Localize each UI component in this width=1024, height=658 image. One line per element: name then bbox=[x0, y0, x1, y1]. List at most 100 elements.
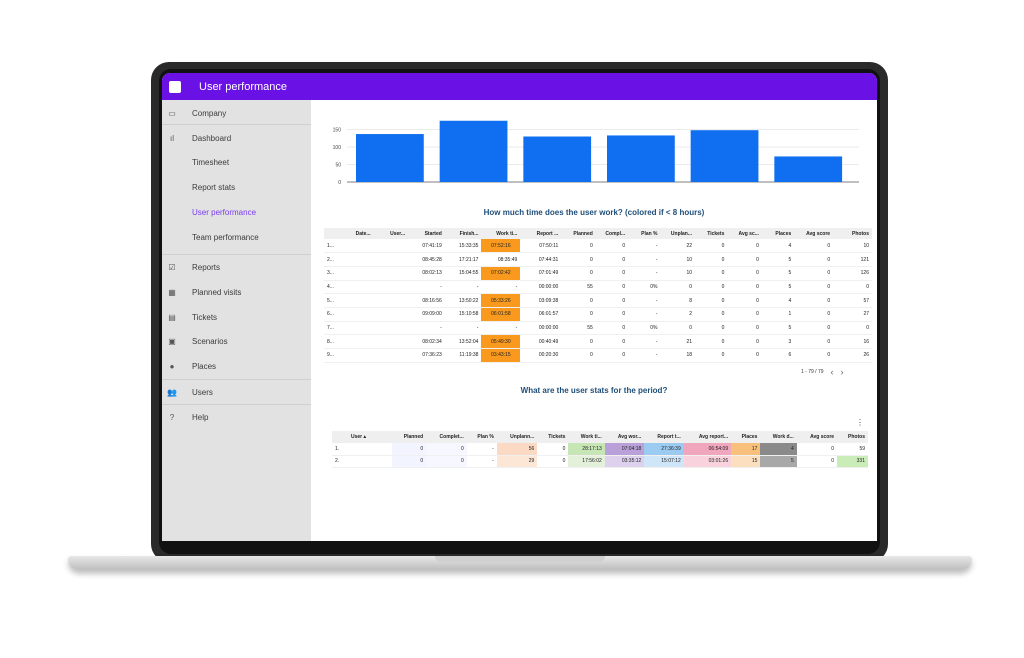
column-header[interactable]: User... bbox=[373, 228, 409, 239]
sidebar-item-dashboard[interactable]: ıl Dashboard bbox=[162, 126, 311, 150]
table-row[interactable]: 9... 07:36:23 11:19:38 03:43:15 00:20:30 0 0-1… bbox=[324, 348, 872, 363]
table-cell: 10 bbox=[660, 252, 696, 267]
sidebar-item-label: Planned visits bbox=[192, 287, 242, 297]
column-header[interactable]: Started bbox=[408, 228, 445, 239]
table-row[interactable]: 5... 08:16:56 13:50:22 05:33:26 03:09:38 0 0-8… bbox=[324, 293, 872, 308]
row-index-header bbox=[332, 431, 348, 443]
column-header[interactable]: Avg score bbox=[794, 228, 834, 239]
table-cell: 0 bbox=[595, 252, 629, 267]
column-header[interactable]: Places bbox=[731, 431, 761, 443]
pager-range: 1 - 79 / 79 bbox=[801, 369, 824, 375]
sidebar-item-tickets[interactable]: ▤ Tickets bbox=[162, 305, 311, 329]
column-header[interactable]: Compl... bbox=[595, 228, 629, 239]
bar-1[interactable] bbox=[356, 134, 424, 182]
column-header[interactable]: Photos bbox=[837, 431, 868, 443]
column-header[interactable]: Work ti... bbox=[481, 228, 521, 239]
table-cell bbox=[373, 293, 409, 308]
table-cell bbox=[339, 252, 374, 267]
column-header[interactable]: Tickets bbox=[695, 228, 728, 239]
table-cell: 0 bbox=[727, 266, 762, 281]
sidebar-item-user-performance[interactable]: User performance bbox=[162, 200, 311, 224]
table-cell: 57 bbox=[833, 293, 872, 308]
table-cell: 00:40:49 bbox=[520, 334, 562, 349]
column-header[interactable]: Plan % bbox=[628, 228, 661, 239]
app-logo-icon[interactable] bbox=[169, 80, 181, 93]
table-cell: 0 bbox=[727, 307, 762, 322]
table-cell: 05:49:30 bbox=[481, 334, 521, 349]
chevron-left-icon[interactable]: ‹ bbox=[830, 367, 834, 377]
more-vert-icon[interactable]: ⋮ bbox=[856, 418, 864, 427]
sidebar-item-users[interactable]: 👥 Users bbox=[162, 380, 311, 404]
bar-3[interactable] bbox=[523, 136, 592, 183]
column-header-label: Avg report... bbox=[698, 434, 729, 440]
table-cell: 07:41:19 bbox=[408, 239, 445, 254]
pager: 1 - 79 / 79 ‹ › bbox=[801, 367, 844, 377]
table-row[interactable]: 2. 0 0-29 0 17:56:02 03:35:12 15:07:12 03:01:26… bbox=[332, 455, 868, 468]
sidebar-item-help[interactable]: ? Help bbox=[162, 405, 311, 429]
column-header[interactable]: Places bbox=[761, 228, 795, 239]
sidebar-item-scenarios[interactable]: ▣ Scenarios bbox=[162, 329, 311, 353]
bar-5[interactable] bbox=[690, 130, 759, 182]
column-header[interactable]: Avg sc... bbox=[727, 228, 762, 239]
table-cell: 0 bbox=[727, 293, 762, 308]
sidebar-item-reports[interactable]: ☑ Reports bbox=[162, 255, 311, 279]
bar-4[interactable] bbox=[607, 135, 675, 182]
table-cell: 07:36:23 bbox=[408, 348, 445, 363]
column-header[interactable]: Plan % bbox=[466, 431, 497, 443]
column-header[interactable]: Finish... bbox=[444, 228, 482, 239]
table-row[interactable]: 3... 08:02:13 15:04:55 07:02:42 07:01:49 0 0-1… bbox=[324, 266, 872, 281]
table-row[interactable]: 7... - - -00:00:00 55 0 0% 0 0 0 5 0 0 bbox=[324, 321, 872, 336]
column-header[interactable] bbox=[324, 228, 340, 239]
sidebar-item-company[interactable]: ▭ Company bbox=[162, 101, 311, 125]
column-header[interactable]: User ▴ bbox=[348, 431, 392, 443]
table-cell: 8... bbox=[324, 334, 340, 349]
table-cell: 0 bbox=[727, 348, 762, 363]
column-header[interactable]: Planned bbox=[561, 228, 596, 239]
table-row[interactable]: 2... 08:45:28 17:21:17 08:35:49 07:44:31 0 0-1… bbox=[324, 252, 872, 267]
column-header[interactable]: Avg report... bbox=[683, 431, 732, 443]
column-header[interactable]: Work ti... bbox=[568, 431, 605, 443]
column-header[interactable]: Date... bbox=[339, 228, 374, 239]
column-header[interactable]: Avg wor... bbox=[604, 431, 645, 443]
table-cell: - bbox=[466, 443, 497, 456]
table-row[interactable]: 1... 07:41:19 15:33:35 07:52:16 07:50:11 0 0-2… bbox=[324, 239, 872, 254]
y-tick-label: 0 bbox=[338, 180, 341, 186]
column-header[interactable]: Unplann... bbox=[496, 431, 538, 443]
column-header[interactable]: Work d... bbox=[760, 431, 797, 443]
column-header[interactable]: Tickets bbox=[537, 431, 569, 443]
table-row[interactable]: 1. 0 0-56 0 28:17:13 07:04:18 27:36:39 06:54:09… bbox=[332, 443, 868, 456]
work-table: Date... User... Started Finish... Work ti...… bbox=[324, 228, 872, 363]
sidebar-item-label: User performance bbox=[192, 207, 257, 217]
sort-ascending-icon[interactable]: ▴ bbox=[362, 434, 367, 440]
table-cell: 0 bbox=[595, 239, 629, 254]
sidebar-item-report-stats[interactable]: Report stats bbox=[162, 175, 311, 199]
table-row[interactable]: 8... 08:02:34 13:52:04 05:49:30 00:40:49 0 0-2… bbox=[324, 334, 872, 349]
bar-2[interactable] bbox=[439, 120, 508, 182]
table-cell: 5 bbox=[760, 455, 797, 468]
table-cell: 2... bbox=[324, 252, 340, 267]
column-header[interactable]: Planned bbox=[392, 431, 427, 443]
column-header[interactable]: Report ... bbox=[520, 228, 562, 239]
sidebar-item-planned-visits[interactable]: ▦ Planned visits bbox=[162, 280, 311, 304]
table-row[interactable]: 6... 09:09:00 15:10:58 06:01:58 06:01:57 0 0-2… bbox=[324, 307, 872, 322]
sidebar-item-team-performance[interactable]: Team performance bbox=[162, 225, 311, 249]
sidebar-item-timesheet[interactable]: Timesheet bbox=[162, 150, 311, 174]
table-cell: 06:01:57 bbox=[520, 307, 562, 322]
table-row[interactable]: 4... - - -00:00:00 55 0 0% 0 0 0 5 0 0 bbox=[324, 280, 872, 295]
sidebar-item-places[interactable]: ● Places bbox=[162, 354, 311, 378]
stats-table: User ▴ Planned Complet... Plan % Unplann... T… bbox=[332, 431, 868, 468]
column-header[interactable]: Complet... bbox=[426, 431, 467, 443]
table-cell: 0 bbox=[794, 321, 834, 336]
column-header-label: Report t... bbox=[657, 434, 681, 440]
chevron-right-icon[interactable]: › bbox=[840, 367, 844, 377]
table-cell: 0 bbox=[426, 443, 467, 456]
column-header[interactable]: Photos bbox=[833, 228, 872, 239]
table-cell bbox=[339, 334, 374, 349]
table-cell: 0 bbox=[561, 252, 596, 267]
table-cell: 1 bbox=[761, 307, 795, 322]
column-header[interactable]: Avg score bbox=[796, 431, 838, 443]
column-header[interactable]: Unplan... bbox=[660, 228, 696, 239]
table-cell: 0 bbox=[695, 334, 728, 349]
bar-6[interactable] bbox=[774, 156, 843, 182]
column-header[interactable]: Report t... bbox=[644, 431, 684, 443]
